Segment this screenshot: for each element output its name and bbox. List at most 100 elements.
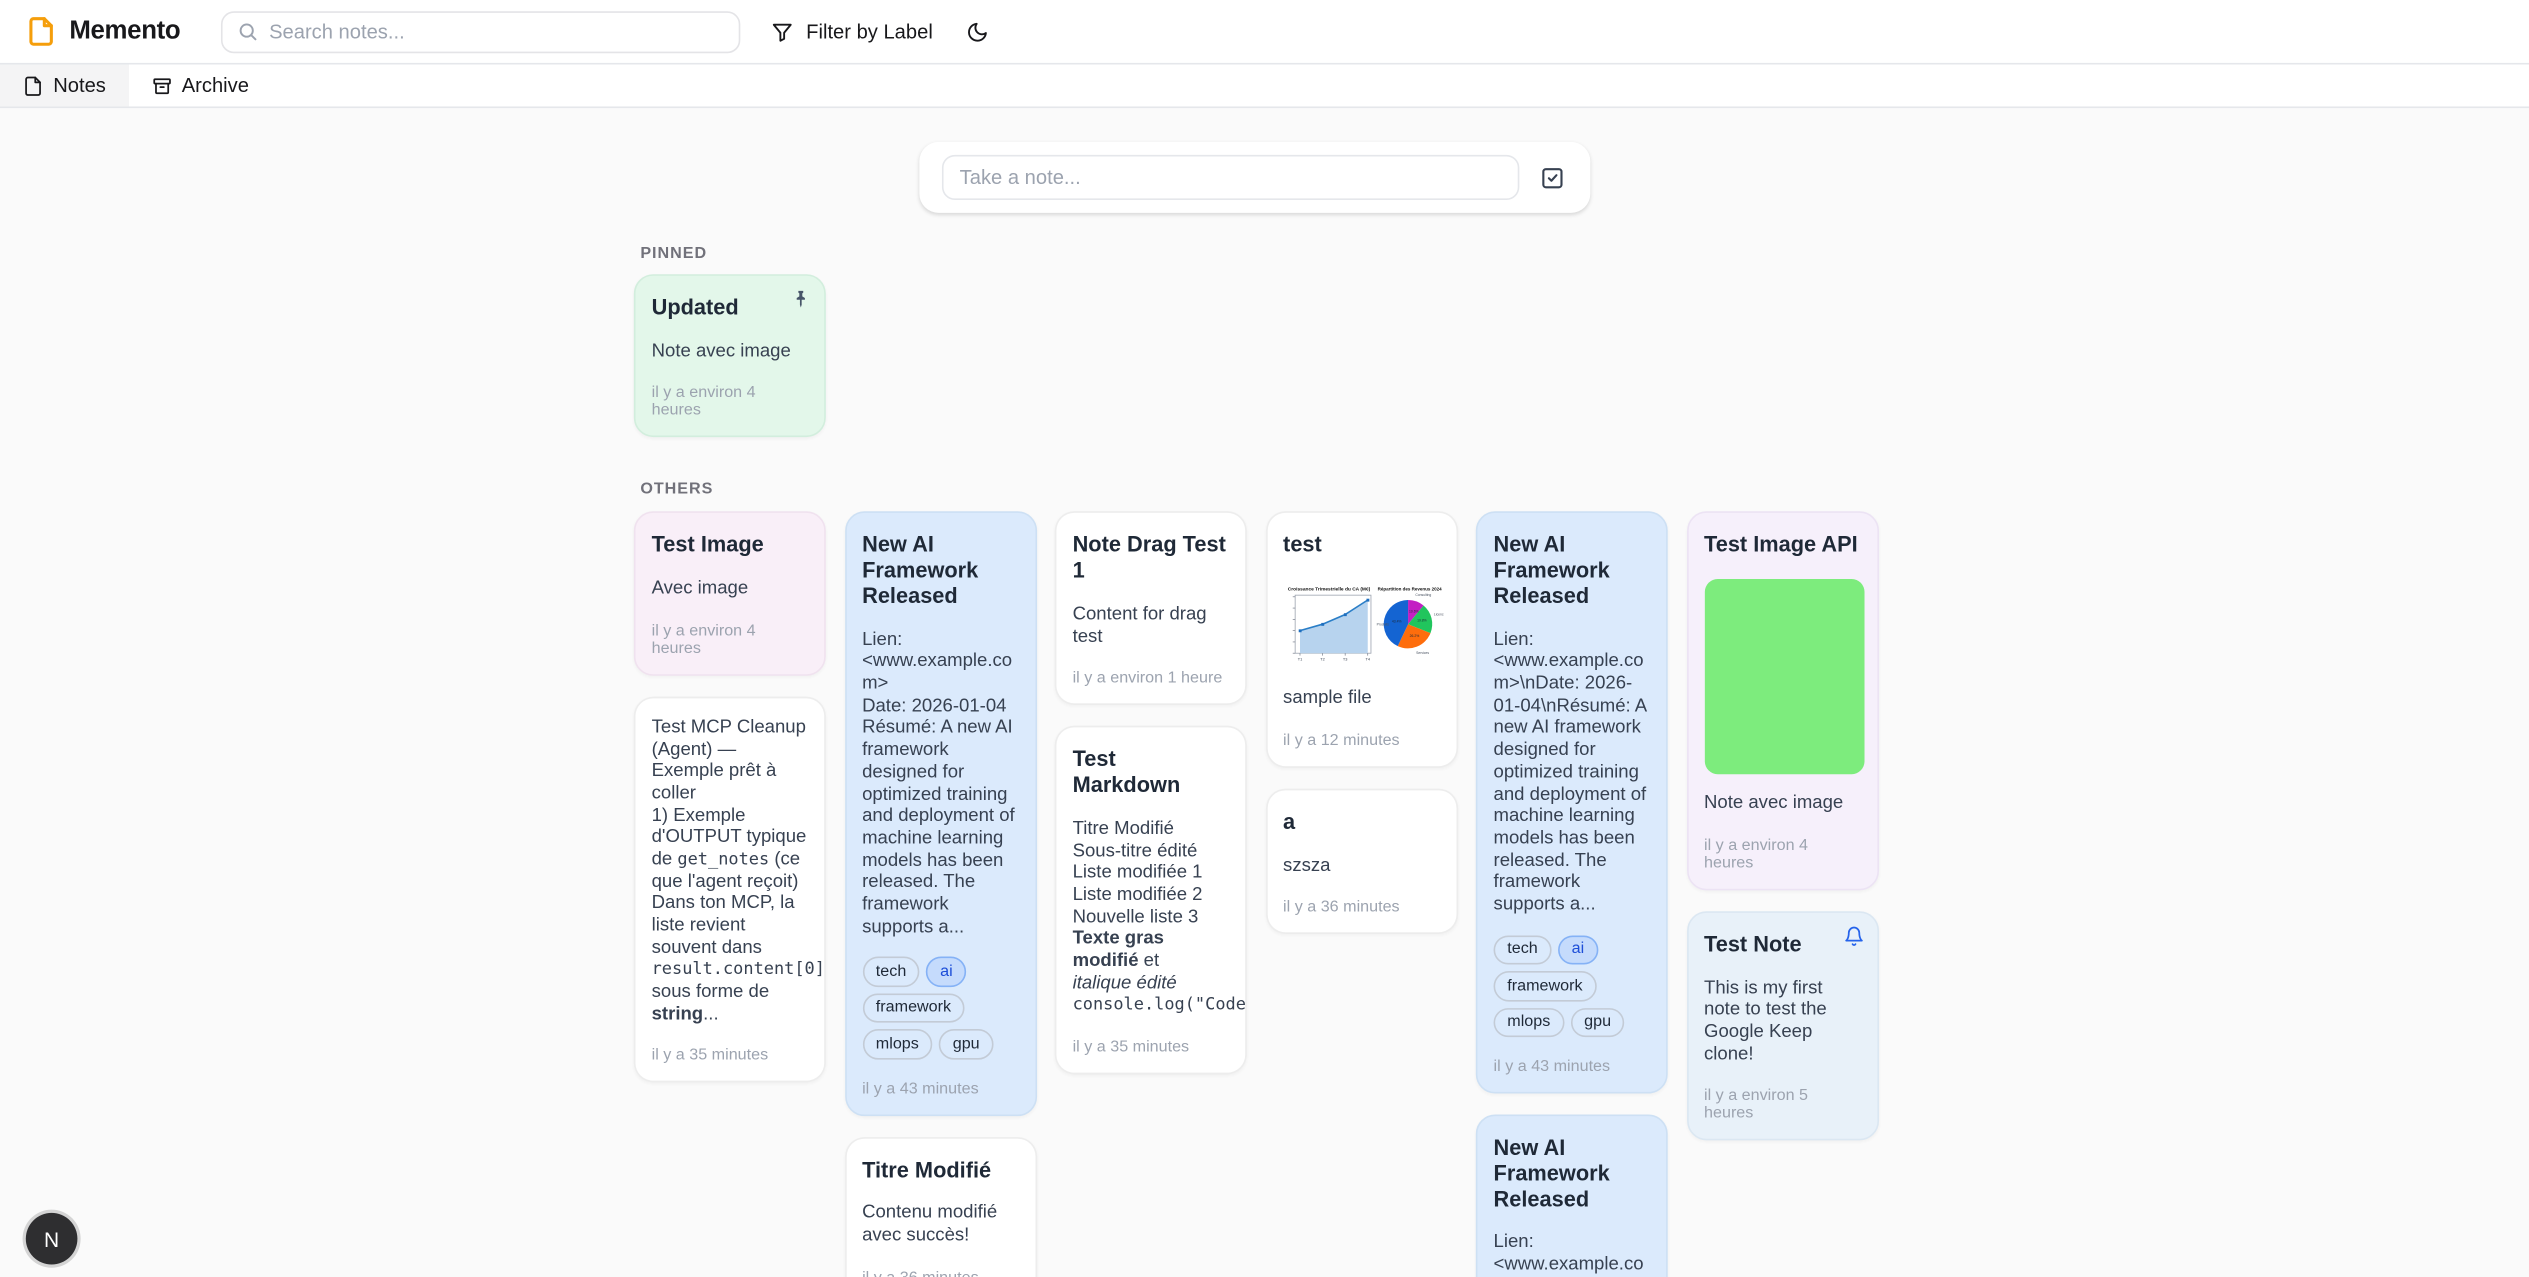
area-chart-image: Croissance Trimestrielle du CA (M€) T1 T2… <box>1287 587 1371 662</box>
note-content: Note avec image <box>651 341 791 361</box>
grid-column-1: Test Image Avec image il y a environ 4 h… <box>633 512 826 1083</box>
note-test[interactable]: test Croissance Trimestrielle du CA (M€)… <box>1265 512 1458 768</box>
note-content: Titre Modifié Sous-titre édité Liste mod… <box>1073 819 1246 1017</box>
tag-gpu[interactable]: gpu <box>939 1029 994 1060</box>
filter-by-label-button[interactable]: Filter by Label <box>756 12 947 51</box>
note-test-mcp-cleanup[interactable]: Test MCP Cleanup (Agent) — Exemple prêt … <box>633 696 826 1083</box>
note-title: New AI Framework Released <box>1493 1135 1610 1211</box>
note-attachment-charts: Croissance Trimestrielle du CA (M€) T1 T2… <box>1283 579 1443 673</box>
note-content: Lien: <www.example.com>\nDate: 2026-01-0… <box>1493 630 1647 915</box>
note-content: Test MCP Cleanup (Agent) — Exemple prêt … <box>652 718 825 1027</box>
take-a-note-input[interactable] <box>941 154 1520 200</box>
note-title: test <box>1283 532 1322 558</box>
svg-text:Licences: Licences <box>1433 613 1443 617</box>
funnel-icon <box>772 22 792 41</box>
inline-code: get_notes <box>677 849 770 870</box>
tag-mlops[interactable]: mlops <box>1493 1007 1565 1038</box>
grid-column-3: Note Drag Test 1 Content for drag test i… <box>1054 512 1247 1075</box>
note-timestamp: il y a 43 minutes <box>1493 1058 1611 1076</box>
svg-text:Consulting: Consulting <box>1415 594 1431 598</box>
tag-ai[interactable]: ai <box>926 956 967 987</box>
tab-archive[interactable]: Archive <box>128 65 271 107</box>
note-timestamp: il y a 35 minutes <box>1072 1038 1190 1057</box>
note-title: Test Markdown <box>1072 747 1181 797</box>
note-attachment-green-image <box>1704 579 1864 775</box>
note-test-note[interactable]: Test Note This is my first note to test … <box>1686 911 1879 1141</box>
note-file-icon <box>29 17 53 46</box>
note-content: Note avec image <box>1704 793 1844 814</box>
note-content: Lien: <www.example.com> Date: 2026-01-04… <box>1493 1232 1644 1277</box>
reminder-button[interactable] <box>1843 926 1864 947</box>
avatar-initial: N <box>44 1226 60 1251</box>
note-title: Titre Modifié <box>862 1157 992 1182</box>
tag-framework[interactable]: framework <box>862 993 965 1023</box>
svg-text:T4: T4 <box>1365 657 1370 662</box>
note-new-ai-framework-1[interactable]: New AI Framework Released Lien: <www.exa… <box>844 512 1037 1116</box>
note-content: sample file <box>1283 689 1372 709</box>
note-title: New AI Framework Released <box>862 532 979 609</box>
svg-text:26.2%: 26.2% <box>1409 634 1419 638</box>
tag-list: tech ai framework mlops gpu <box>1493 934 1650 1038</box>
search-input[interactable] <box>269 20 724 43</box>
pinned-section-label: PINNED <box>640 245 708 263</box>
note-titre-modifie[interactable]: Titre Modifié Contenu modifié avec succè… <box>844 1136 1037 1277</box>
note-timestamp: il y a 12 minutes <box>1283 732 1400 750</box>
note-title: Updated <box>651 295 739 320</box>
note-title: Note Drag Test 1 <box>1072 532 1226 583</box>
inline-code: console.log("Code mod <box>1072 995 1246 1015</box>
pin-button[interactable] <box>790 289 811 310</box>
note-content: Avec image <box>651 579 749 599</box>
filter-by-label-text: Filter by Label <box>806 20 933 43</box>
tag-mlops[interactable]: mlops <box>862 1029 933 1060</box>
dark-mode-toggle[interactable] <box>959 12 998 51</box>
note-test-image-api[interactable]: Test Image API Note avec image il y a en… <box>1686 512 1879 891</box>
note-title: Test Image API <box>1704 532 1858 558</box>
svg-text:Croissance Trimestrielle du CA: Croissance Trimestrielle du CA (M€) <box>1287 587 1370 593</box>
tab-archive-label: Archive <box>181 74 249 97</box>
tag-tech[interactable]: tech <box>1493 934 1552 965</box>
file-icon <box>25 75 41 96</box>
search-box <box>220 10 741 53</box>
note-test-markdown[interactable]: Test Markdown Titre Modifié Sous-titre é… <box>1054 726 1247 1075</box>
user-avatar[interactable]: N <box>25 1212 78 1265</box>
note-timestamp: il y a environ 4 heures <box>651 622 756 658</box>
notes-grid: Test Image Avec image il y a environ 4 h… <box>633 512 1879 1277</box>
note-test-image[interactable]: Test Image Avec image il y a environ 4 h… <box>633 512 826 676</box>
svg-text:T3: T3 <box>1342 657 1347 662</box>
note-new-ai-framework-2[interactable]: New AI Framework Released Lien: <www.exa… <box>1475 512 1668 1094</box>
note-title: Test Image <box>651 532 764 558</box>
note-updated[interactable]: Updated Note avec image il y a environ 4… <box>633 274 826 438</box>
note-new-ai-framework-3[interactable]: New AI Framework Released Lien: <www.exa… <box>1475 1114 1668 1277</box>
tag-tech[interactable]: tech <box>862 956 921 987</box>
note-content: Lien: <www.example.com> Date: 2026-01-04… <box>862 630 1015 937</box>
tag-framework[interactable]: framework <box>1493 971 1597 1001</box>
tag-gpu[interactable]: gpu <box>1570 1007 1625 1038</box>
note-title: New AI Framework Released <box>1493 532 1610 609</box>
note-timestamp: il y a 43 minutes <box>862 1080 979 1098</box>
grid-column-5: New AI Framework Released Lien: <www.exa… <box>1475 512 1668 1277</box>
svg-text:T1: T1 <box>1297 657 1302 662</box>
check-square-icon <box>1542 167 1563 188</box>
archive-icon <box>152 77 171 94</box>
inline-code: result.content[0].tex <box>651 960 825 980</box>
tag-ai[interactable]: ai <box>1557 934 1598 965</box>
svg-text:43.4%: 43.4% <box>1391 620 1401 624</box>
note-drag-test[interactable]: Note Drag Test 1 Content for drag test i… <box>1054 512 1247 706</box>
note-content: Content for drag test <box>1072 604 1207 647</box>
new-checklist-button[interactable] <box>1537 162 1568 193</box>
pie-chart-image: Répartition des Revenus 2024 43.4% 26.2% 1… <box>1376 587 1443 656</box>
grid-column-6: Test Image API Note avec image il y a en… <box>1686 512 1879 1141</box>
note-timestamp: il y a environ 1 heure <box>1072 669 1223 688</box>
note-timestamp: il y a 36 minutes <box>862 1269 1018 1277</box>
svg-text:Produits: Produits <box>1376 623 1389 627</box>
app-title: Memento <box>69 16 181 45</box>
tab-notes[interactable]: Notes <box>0 64 129 107</box>
note-timestamp: il y a environ 4 heures <box>651 384 756 421</box>
bell-icon <box>1844 926 1862 946</box>
tag-list: tech ai framework mlops gpu <box>862 956 1018 1060</box>
note-content: szsza <box>1283 855 1331 876</box>
note-timestamp: il y a 35 minutes <box>651 1047 769 1066</box>
note-a[interactable]: a szsza il y a 36 minutes <box>1265 788 1458 935</box>
